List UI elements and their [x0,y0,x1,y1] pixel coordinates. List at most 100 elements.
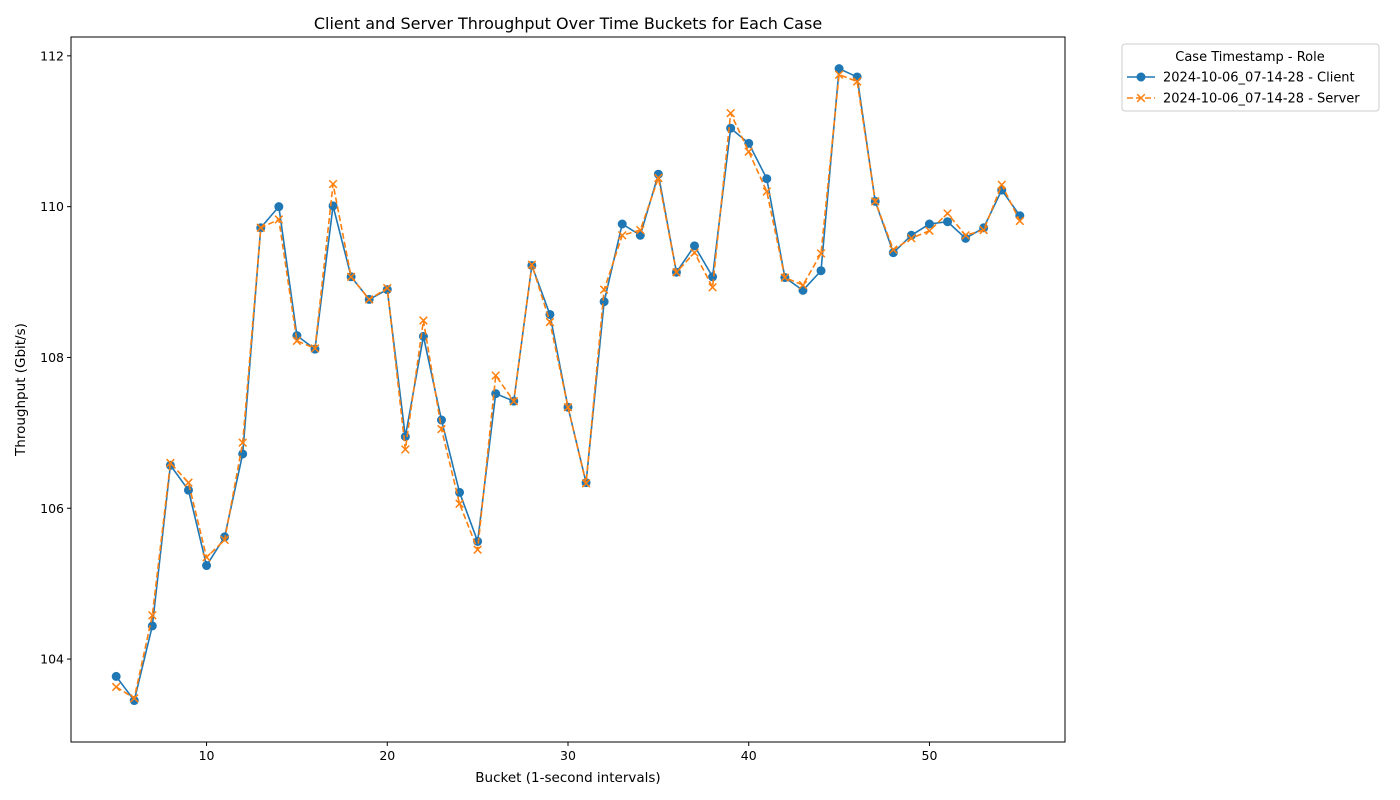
data-point [816,249,826,258]
data-point [455,499,464,509]
data-point [147,610,157,620]
data-point [436,415,446,425]
data-point [509,396,519,406]
data-point [473,545,482,555]
x-tick-label: 30 [560,748,576,763]
data-point [274,202,284,212]
series-client [111,64,1025,706]
data-point [111,671,121,681]
y-axis: 104 106 108 110 112 [40,48,71,667]
y-tick-label: 104 [40,652,64,667]
x-axis-label: Bucket (1-second intervals) [475,770,660,786]
x-tick-label: 40 [741,748,757,763]
data-point [581,479,591,488]
data-point [220,535,229,545]
data-point [635,230,645,240]
legend-label: 2024-10-06_07-14-28 - Server [1163,92,1360,107]
data-point [798,280,808,290]
data-point [491,371,501,380]
data-point [852,77,862,86]
legend-frame [1121,43,1380,112]
data-point [563,402,573,412]
legend-title: Case Timestamp - Role [1175,50,1324,65]
data-point [437,424,446,434]
data-point [617,230,627,240]
data-point [202,552,211,562]
data-point [599,297,609,307]
x-tick-label: 10 [199,748,215,763]
data-point [635,225,645,235]
chart-title: Client and Server Throughput Over Time B… [314,14,822,33]
data-point [798,285,808,295]
series-layer [111,64,1025,706]
data-point [762,174,772,184]
data-point [888,245,898,254]
y-tick-label: 110 [40,199,64,214]
data-point [346,272,356,282]
data-point [834,70,844,80]
data-point [997,180,1007,190]
data-point [924,219,934,229]
data-point [726,123,736,133]
data-point [816,266,826,276]
data-point [527,260,537,270]
data-point [943,217,953,227]
legend-swatch-marker [1136,72,1146,82]
data-point [166,458,175,468]
data-point [907,233,916,243]
data-point [401,445,410,454]
data-point [943,209,952,218]
data-point [726,108,735,118]
data-point [1015,216,1025,226]
x-tick-label: 20 [379,748,395,763]
y-tick-label: 112 [40,48,64,63]
data-point [690,241,700,251]
data-point [979,225,989,235]
legend-label: 2024-10-06_07-14-28 - Client [1163,71,1355,86]
data-point [672,267,681,277]
series-server [111,70,1025,703]
legend-swatch-marker [1136,93,1146,103]
series-line [115,67,1021,702]
series-line [115,73,1021,700]
data-point [617,219,627,229]
y-axis-label: Throughput (Gbit/s) [13,323,29,457]
legend-entry: 2024-10-06_07-14-28 - Server [1127,92,1360,107]
data-point [762,187,772,196]
data-point [780,273,790,282]
data-point [834,64,844,74]
data-point [708,283,717,292]
legend-entry: 2024-10-06_07-14-28 - Client [1127,71,1355,86]
data-point [183,485,193,495]
data-point [599,285,609,294]
x-tick-label: 50 [922,748,938,763]
data-point [419,316,428,325]
y-tick-label: 106 [40,501,64,516]
data-point [111,682,121,692]
data-point [274,215,284,224]
data-point [256,223,266,233]
y-tick-label: 108 [40,350,64,365]
data-point [690,248,699,257]
data-point [744,138,754,148]
data-point [328,179,338,189]
data-point [364,295,374,304]
data-point [292,336,302,346]
data-point [238,438,248,447]
legend: Case Timestamp - Role 2024-10-06_07-14-2… [1121,43,1380,112]
plot-area [70,36,1066,743]
data-point [310,344,320,353]
data-point [184,478,193,487]
x-axis: 10 20 30 40 50 [199,742,938,763]
data-point [870,197,880,206]
data-point [654,173,663,183]
data-point [744,147,754,156]
data-point [202,561,212,571]
data-point [129,693,139,703]
data-point [961,230,970,240]
plot-frame [70,36,1066,743]
data-point [382,283,392,293]
data-point [925,226,934,236]
data-point [545,317,555,327]
